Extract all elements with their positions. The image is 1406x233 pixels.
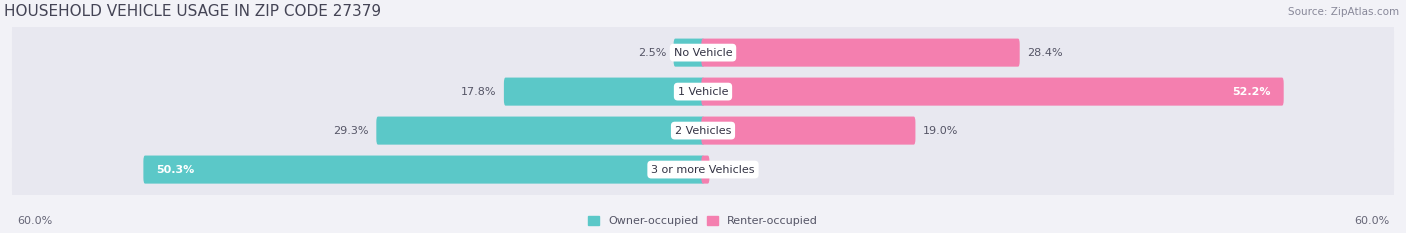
FancyBboxPatch shape	[143, 156, 704, 184]
FancyBboxPatch shape	[11, 3, 1395, 102]
Text: 17.8%: 17.8%	[461, 87, 496, 97]
Text: 2.5%: 2.5%	[638, 48, 666, 58]
FancyBboxPatch shape	[11, 42, 1395, 141]
Text: 60.0%: 60.0%	[1354, 216, 1389, 226]
FancyBboxPatch shape	[702, 78, 1284, 106]
Text: 28.4%: 28.4%	[1026, 48, 1063, 58]
Legend: Owner-occupied, Renter-occupied: Owner-occupied, Renter-occupied	[588, 216, 818, 226]
FancyBboxPatch shape	[702, 116, 915, 145]
Text: 60.0%: 60.0%	[17, 216, 52, 226]
FancyBboxPatch shape	[11, 120, 1395, 219]
Text: 19.0%: 19.0%	[922, 126, 957, 136]
FancyBboxPatch shape	[377, 116, 704, 145]
Text: 3 or more Vehicles: 3 or more Vehicles	[651, 164, 755, 175]
FancyBboxPatch shape	[673, 39, 704, 67]
Text: 2 Vehicles: 2 Vehicles	[675, 126, 731, 136]
FancyBboxPatch shape	[503, 78, 704, 106]
Text: Source: ZipAtlas.com: Source: ZipAtlas.com	[1288, 7, 1399, 17]
Text: HOUSEHOLD VEHICLE USAGE IN ZIP CODE 27379: HOUSEHOLD VEHICLE USAGE IN ZIP CODE 2737…	[4, 4, 381, 19]
FancyBboxPatch shape	[11, 82, 1395, 180]
Text: 29.3%: 29.3%	[333, 126, 370, 136]
FancyBboxPatch shape	[702, 39, 1019, 67]
Text: 1 Vehicle: 1 Vehicle	[678, 87, 728, 97]
Text: 50.3%: 50.3%	[156, 164, 194, 175]
Text: No Vehicle: No Vehicle	[673, 48, 733, 58]
FancyBboxPatch shape	[702, 156, 710, 184]
Text: 52.2%: 52.2%	[1233, 87, 1271, 97]
Text: 0.43%: 0.43%	[717, 164, 752, 175]
